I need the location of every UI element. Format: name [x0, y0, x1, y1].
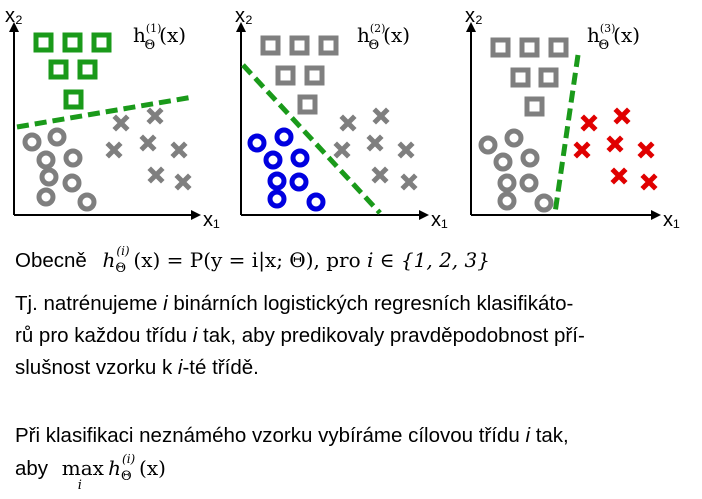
hypothesis-label: h(1) Θ (x)	[133, 22, 186, 53]
x-axis-arrow	[419, 210, 429, 220]
plot-1-svg: x₂ x₁ h(1) Θ (x)	[5, 5, 220, 231]
general-word: Obecně	[15, 249, 87, 272]
class-circles	[22, 127, 97, 212]
paragraph-2-line-1: Při klasifikaci neznámého vzorku vybírám…	[15, 424, 569, 447]
class-squares	[33, 32, 112, 110]
x-axis-arrow	[191, 210, 201, 220]
argmax-formula: max i h (i) Θ (x)	[61, 452, 166, 493]
x-axis-label: x₁	[203, 209, 220, 231]
class-squares	[490, 37, 569, 117]
plot-class-1: x₂ x₁ h(1) Θ (x)	[5, 0, 235, 235]
x-axis-label: x₁	[431, 209, 448, 231]
class-crosses	[573, 107, 658, 191]
decision-boundary	[552, 54, 581, 214]
x-axis-label: x₁	[663, 209, 680, 231]
plot-2-svg: x₂ x₁ h(2) Θ (x)	[235, 5, 448, 231]
hypothesis-label: h(2) Θ (x)	[357, 22, 410, 53]
general-formula-line: Obecně h (i) Θ (x) = P(y = i|x; Θ), pro i ∈…	[15, 244, 490, 276]
class-circles	[478, 128, 554, 213]
paragraph-1-line-2: rů pro každou třídu i tak, aby predikova…	[15, 324, 585, 347]
hypothesis-label: h(3) Θ (x)	[587, 22, 640, 53]
y-axis-arrow	[466, 22, 476, 32]
paragraph-2-line-2: aby max i h (i) Θ (x)	[15, 452, 166, 493]
plot-class-2: x₂ x₁ h(2) Θ (x)	[233, 0, 463, 235]
y-axis-arrow	[236, 22, 246, 32]
y-axis-label: x₂	[235, 5, 253, 27]
x-axis-arrow	[651, 210, 661, 220]
general-formula: h (i) Θ (x) = P(y = i|x; Θ), pro i ∈ {1, 2,…	[102, 244, 490, 276]
paragraph-1-line-3: slušnost vzorku k i-té třídě.	[15, 356, 259, 379]
class-crosses	[105, 107, 192, 191]
plot-3-svg: x₂ x₁ h(3) Θ (x)	[465, 5, 680, 231]
paragraph-1-line-1: Tj. natrénujeme i binárních logistických…	[15, 292, 574, 315]
y-axis-label: x₂	[465, 5, 483, 27]
class-circles	[247, 127, 326, 212]
class-crosses	[333, 107, 418, 191]
y-axis-arrow	[9, 22, 19, 32]
decision-boundary	[241, 63, 382, 215]
decision-boundary	[16, 94, 194, 130]
class-squares	[260, 35, 339, 115]
plot-class-3: x₂ x₁ h(3) Θ (x)	[463, 0, 693, 235]
y-axis-label: x₂	[5, 5, 23, 27]
